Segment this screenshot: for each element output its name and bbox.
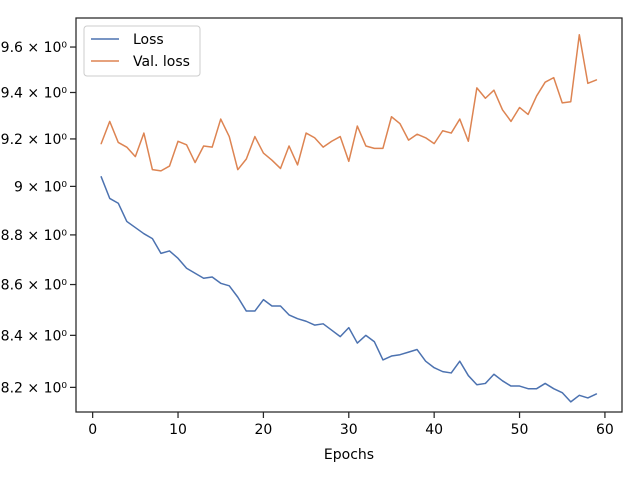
x-tick-label: 0 (88, 422, 97, 438)
x-ticks: 0 10 20 30 40 50 60 (88, 412, 614, 438)
legend: Loss Val. loss (83, 25, 201, 77)
y-tick-label: 9.2 × 10⁰ (1, 132, 68, 148)
series-layer (100, 33, 598, 403)
x-tick-label: 10 (169, 422, 187, 438)
y-tick-label: 8.4 × 10⁰ (1, 328, 68, 344)
y-ticks: 8.2 × 10⁰ 8.4 × 10⁰ 8.6 × 10⁰ 8.8 × 10⁰ 9 × … (1, 40, 76, 396)
legend-label: Loss (133, 32, 164, 48)
y-tick-label: 9.4 × 10⁰ (1, 85, 68, 101)
x-axis-label: Epochs (324, 447, 374, 463)
y-tick-label: 8.2 × 10⁰ (1, 380, 68, 396)
plot-frame (75, 17, 623, 413)
x-tick-label: 50 (511, 422, 529, 438)
legend-label: Val. loss (133, 54, 190, 70)
series-line-val-loss (100, 33, 598, 172)
x-tick-label: 60 (596, 422, 614, 438)
y-tick-label: 9 × 10⁰ (14, 179, 67, 195)
y-tick-label: 9.6 × 10⁰ (1, 40, 68, 56)
y-tick-label: 8.6 × 10⁰ (1, 278, 68, 294)
x-tick-label: 30 (340, 422, 358, 438)
y-tick-label: 8.8 × 10⁰ (1, 228, 68, 244)
x-tick-label: 20 (254, 422, 272, 438)
series-line-loss (100, 176, 598, 403)
x-tick-label: 40 (425, 422, 443, 438)
